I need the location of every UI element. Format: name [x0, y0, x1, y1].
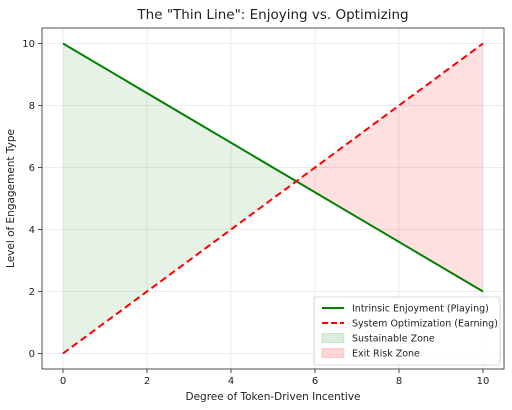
y-axis-label: Level of Engagement Type — [5, 129, 17, 268]
sustainable-zone-fill — [63, 43, 297, 354]
legend-entry-sustainable-zone-swatch — [321, 333, 345, 343]
x-tick-label: 10 — [477, 376, 490, 387]
plot-frame — [41, 27, 505, 370]
legend-entry-sustainable-zone-label: Sustainable Zone — [352, 334, 435, 345]
x-axis-label: Degree of Token-Driven Incentive — [185, 391, 360, 403]
y-tick-label: 0 — [29, 349, 35, 360]
y-tick-label: 8 — [29, 101, 35, 112]
axis-ticks: 0 2 4 6 8 10 0 2 4 6 8 10 — [22, 39, 489, 387]
x-tick-label: 2 — [144, 376, 150, 387]
x-tick-label: 4 — [228, 376, 234, 387]
legend-entry-exit-risk-zone-swatch — [321, 348, 345, 358]
system-optimization-line — [62, 42, 484, 355]
legend: Intrinsic Enjoyment (Playing) System Opti… — [313, 296, 501, 366]
y-tick-label: 6 — [29, 163, 35, 174]
x-tick-label: 6 — [312, 376, 318, 387]
chart-title: The "Thin Line": Enjoying vs. Optimizing — [136, 7, 408, 23]
legend-entry-intrinsic-enjoyment-label: Intrinsic Enjoyment (Playing) — [352, 304, 489, 315]
legend-entry-system-optimization-label: System Optimization (Earning) — [352, 319, 498, 330]
intrinsic-enjoyment-line — [62, 42, 484, 293]
zone-fills — [63, 43, 483, 354]
y-tick-label: 4 — [29, 225, 35, 236]
y-tick-label: 2 — [29, 287, 35, 298]
series-lines — [62, 42, 484, 355]
exit-risk-zone-fill — [296, 43, 483, 292]
y-tick-label: 10 — [22, 39, 35, 50]
legend-entry-exit-risk-zone-label: Exit Risk Zone — [352, 349, 420, 360]
x-tick-label: 0 — [60, 376, 66, 387]
legend-box — [313, 296, 501, 366]
x-tick-label: 8 — [396, 376, 402, 387]
